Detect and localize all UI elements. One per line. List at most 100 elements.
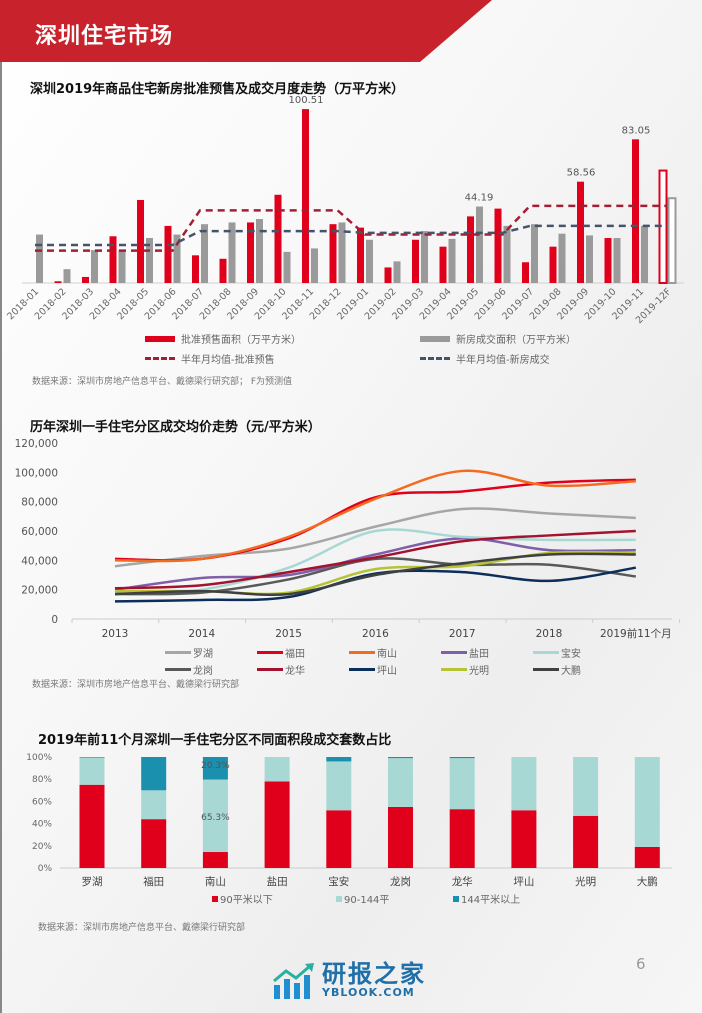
y-tick-label: 100,000 xyxy=(15,467,58,479)
legend-label: 半年月均值-批准预售 xyxy=(181,355,275,366)
y-tick-label: 60,000 xyxy=(21,526,58,538)
legend-swatch xyxy=(257,651,283,654)
chart1-legend-sales: 新房成交面积（万平方米） xyxy=(420,331,576,346)
stacked-bar-1 xyxy=(264,757,290,782)
sales-bar xyxy=(201,224,208,283)
legend-swatch xyxy=(165,651,191,654)
sales-bar xyxy=(36,234,43,283)
y-tick-label: 0 xyxy=(51,614,58,626)
sales-bar xyxy=(476,206,483,283)
sales-bar xyxy=(558,233,566,283)
page-title: 深圳住宅市场 xyxy=(35,24,174,49)
legend-item: 盐田 xyxy=(441,645,489,660)
y-tick-label: 40% xyxy=(32,820,52,830)
presale-bar xyxy=(522,262,529,283)
sales-bar xyxy=(146,238,153,283)
legend-item: 坪山 xyxy=(349,662,397,677)
stacked-bar-0 xyxy=(202,852,228,868)
sales-bar xyxy=(118,250,126,283)
x-tick-label: 2019前11个月 xyxy=(600,627,672,640)
sales-bar xyxy=(421,231,428,283)
watermark-cn: 研报之家 xyxy=(322,960,426,988)
legend-swatch xyxy=(336,895,342,902)
chart2-title: 历年深圳一手住宅分区成交均价走势（元/平方米） xyxy=(30,420,321,435)
stacked-bar-0 xyxy=(388,806,413,868)
chart3-legend-large: 144平米以上 xyxy=(453,891,520,906)
stacked-bar-2 xyxy=(141,757,167,791)
x-tick-label: 福田 xyxy=(143,875,164,888)
stacked-bar-0 xyxy=(573,815,599,868)
legend-swatch xyxy=(212,895,218,902)
stacked-bar-0 xyxy=(141,819,167,868)
presale-bar xyxy=(247,222,254,283)
chart1-legend-presale: 批准预售面积（万平方米） xyxy=(145,331,301,346)
legend-label: 大鹏 xyxy=(561,666,581,677)
legend-label: 龙岗 xyxy=(193,666,213,677)
series-line-龙华 xyxy=(114,529,636,590)
stacked-bar-2 xyxy=(449,757,475,759)
legend-label: 宝安 xyxy=(561,649,581,660)
data-label: 83.05 xyxy=(622,125,651,136)
legend-swatch xyxy=(145,335,175,342)
stacked-bar-2 xyxy=(326,757,352,762)
sales-bar xyxy=(173,234,181,283)
presale-bar xyxy=(384,267,392,283)
sales-bar xyxy=(641,225,648,283)
presale-bar xyxy=(329,224,337,283)
data-label: 20.3% xyxy=(201,761,230,771)
legend-label: 盐田 xyxy=(469,649,489,660)
data-label: 58.56 xyxy=(567,168,596,179)
legend-swatch xyxy=(441,651,467,654)
series-line-宝安 xyxy=(114,528,636,594)
presale-bar xyxy=(192,255,199,283)
y-tick-label: 60% xyxy=(32,797,52,807)
legend-item: 南山 xyxy=(349,645,397,660)
presale-bar xyxy=(302,109,309,283)
legend-label: 批准预售面积（万平方米） xyxy=(181,335,301,346)
presale-bar xyxy=(219,258,227,283)
legend-swatch xyxy=(145,357,175,360)
presale-bar xyxy=(109,236,117,283)
presale-bar xyxy=(549,246,557,283)
sales-bar xyxy=(448,238,456,283)
stacked-bar-2 xyxy=(79,757,105,758)
legend-swatch xyxy=(533,651,559,654)
legend-label: 龙华 xyxy=(285,666,305,677)
data-label: 100.51 xyxy=(289,95,324,106)
series-line-福田 xyxy=(114,478,636,562)
presale-bar xyxy=(467,216,474,283)
stacked-bar-2 xyxy=(388,757,413,759)
legend-label: 罗湖 xyxy=(193,649,213,660)
x-tick-label: 2013 xyxy=(102,628,129,640)
legend-label: 南山 xyxy=(377,649,397,660)
chart1-legend-presale-avg: 半年月均值-批准预售 xyxy=(145,351,275,366)
legend-item: 宝安 xyxy=(533,645,581,660)
presale-bar xyxy=(274,194,282,283)
presale-bar xyxy=(412,239,419,283)
x-tick-label: 2018 xyxy=(536,628,563,640)
sales-bar xyxy=(63,269,71,283)
legend-swatch xyxy=(441,668,467,671)
sales-bar xyxy=(366,239,373,283)
legend-swatch xyxy=(420,357,450,360)
x-tick-label: 2014 xyxy=(188,628,215,640)
presale-bar xyxy=(357,227,364,283)
sales-bar xyxy=(531,224,538,283)
legend-swatch xyxy=(453,895,459,902)
chart2-source: 数据来源：深圳市房地产信息平台、戴德梁行研究部 xyxy=(32,680,240,690)
stacked-bar-1 xyxy=(141,790,167,820)
legend-item: 龙岗 xyxy=(165,662,213,677)
sales-avg-line xyxy=(35,224,668,247)
sales-bar xyxy=(503,225,511,283)
legend-label: 福田 xyxy=(285,649,305,660)
y-tick-label: 120,000 xyxy=(15,438,58,450)
stacked-bar-1 xyxy=(79,757,105,785)
chart1-title: 深圳2019年商品住宅新房批准预售及成交月度走势（万平方米） xyxy=(30,82,405,97)
stacked-bar-1 xyxy=(449,758,475,810)
series-line-龙岗 xyxy=(114,557,636,596)
x-tick-label: 盐田 xyxy=(267,875,288,888)
chart1-legend-sales-avg: 半年月均值-新房成交 xyxy=(420,351,550,366)
stacked-bar-0 xyxy=(634,846,660,868)
x-tick-label: 大鹏 xyxy=(637,875,658,888)
